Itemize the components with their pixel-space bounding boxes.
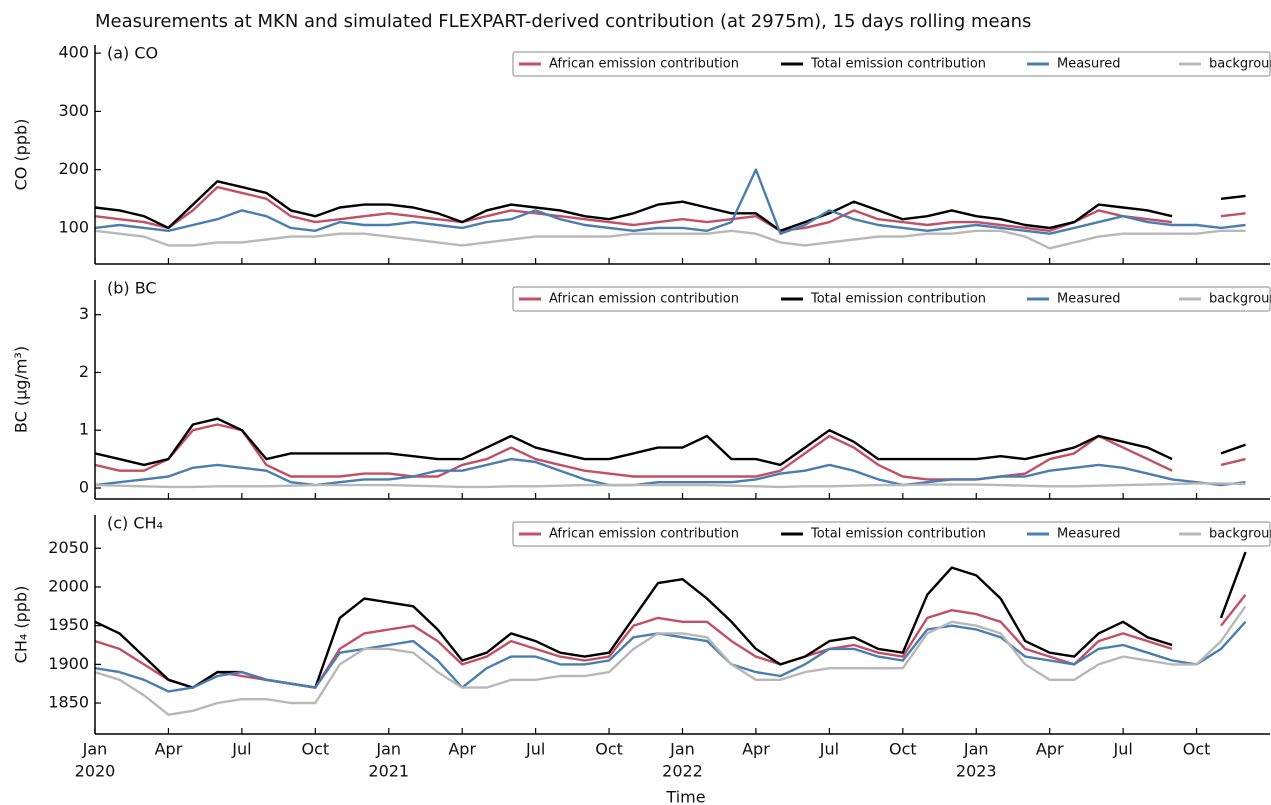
series-line: [95, 457, 1246, 487]
panel-label: (b) BC: [107, 279, 157, 298]
x-tick-label: Oct: [595, 740, 623, 759]
y-tick-label: 2000: [48, 576, 89, 595]
x-tick-label: Jul: [525, 740, 545, 759]
x-tick-label: Apr: [155, 740, 183, 759]
y-tick-label: 1900: [48, 654, 89, 673]
legend-box: [512, 51, 1271, 77]
series-line: [95, 417, 1246, 467]
y-axis-label: BC (μg/m³): [12, 346, 31, 433]
legend-label: African emission contribution: [549, 527, 739, 542]
y-tick-label: 2: [79, 362, 89, 381]
series-line: [95, 168, 1246, 235]
y-tick-label: 100: [58, 217, 89, 236]
legend-label: African emission contribution: [549, 57, 739, 72]
y-tick-label: 300: [58, 101, 89, 120]
legend-label: Total emission contribution: [810, 57, 986, 72]
y-axis-label: CH₄ (ppb): [12, 586, 31, 664]
x-tick-label: Jul: [231, 740, 251, 759]
legend-box: [512, 286, 1271, 312]
panel-label: (a) CO: [107, 44, 158, 63]
x-tick-label: Oct: [1183, 740, 1211, 759]
legend-label: Total emission contribution: [810, 527, 986, 542]
y-tick-label: 400: [58, 43, 89, 62]
legend-label: background: [1209, 292, 1271, 307]
series-line: [95, 482, 1246, 489]
plot-area: [95, 551, 1247, 716]
x-tick-label: Jan: [963, 740, 989, 759]
y-tick-label: 2050: [48, 538, 89, 557]
legend-label: Measured: [1057, 57, 1121, 72]
series-line: [95, 229, 1246, 250]
title: Measurements at MKN and simulated FLEXPA…: [95, 11, 1031, 32]
x-tick-label: Apr: [742, 740, 770, 759]
x-tick-label: Jan: [375, 740, 401, 759]
series-line: [95, 605, 1247, 716]
y-tick-label: 0: [79, 478, 89, 497]
y-axis-label: CO (ppb): [12, 119, 31, 191]
x-tick-label: Jul: [1112, 740, 1132, 759]
x-tick-label: Jan: [82, 740, 108, 759]
x-tick-label: Apr: [1036, 740, 1064, 759]
legend-label: background: [1209, 527, 1271, 542]
x-tick-label: Oct: [301, 740, 329, 759]
x-year-label: 2020: [75, 762, 116, 781]
series-line: [95, 593, 1247, 689]
series-line: [95, 620, 1247, 693]
x-tick-label: Jan: [669, 740, 695, 759]
panel-label: (c) CH₄: [107, 514, 163, 533]
legend-label: Measured: [1057, 527, 1121, 542]
legend-label: Total emission contribution: [810, 292, 986, 307]
legend-label: background: [1209, 57, 1271, 72]
legend-label: African emission contribution: [549, 292, 739, 307]
legend-box: [512, 521, 1271, 547]
x-tick-label: Jul: [819, 740, 839, 759]
legend-label: Measured: [1057, 292, 1121, 307]
series-line: [95, 185, 1246, 232]
x-tick-label: Apr: [448, 740, 476, 759]
y-tick-label: 200: [58, 159, 89, 178]
plot-area: [95, 168, 1246, 250]
x-tick-label: Oct: [889, 740, 917, 759]
x-axis-label: Time: [665, 788, 705, 805]
x-year-label: 2023: [956, 762, 997, 781]
x-year-label: 2022: [662, 762, 703, 781]
plot-area: [95, 417, 1246, 489]
y-tick-label: 1: [79, 420, 89, 439]
x-year-label: 2021: [368, 762, 409, 781]
y-tick-label: 1850: [48, 693, 89, 712]
y-tick-label: 3: [79, 304, 89, 323]
y-tick-label: 1950: [48, 615, 89, 634]
series-line: [95, 180, 1246, 232]
